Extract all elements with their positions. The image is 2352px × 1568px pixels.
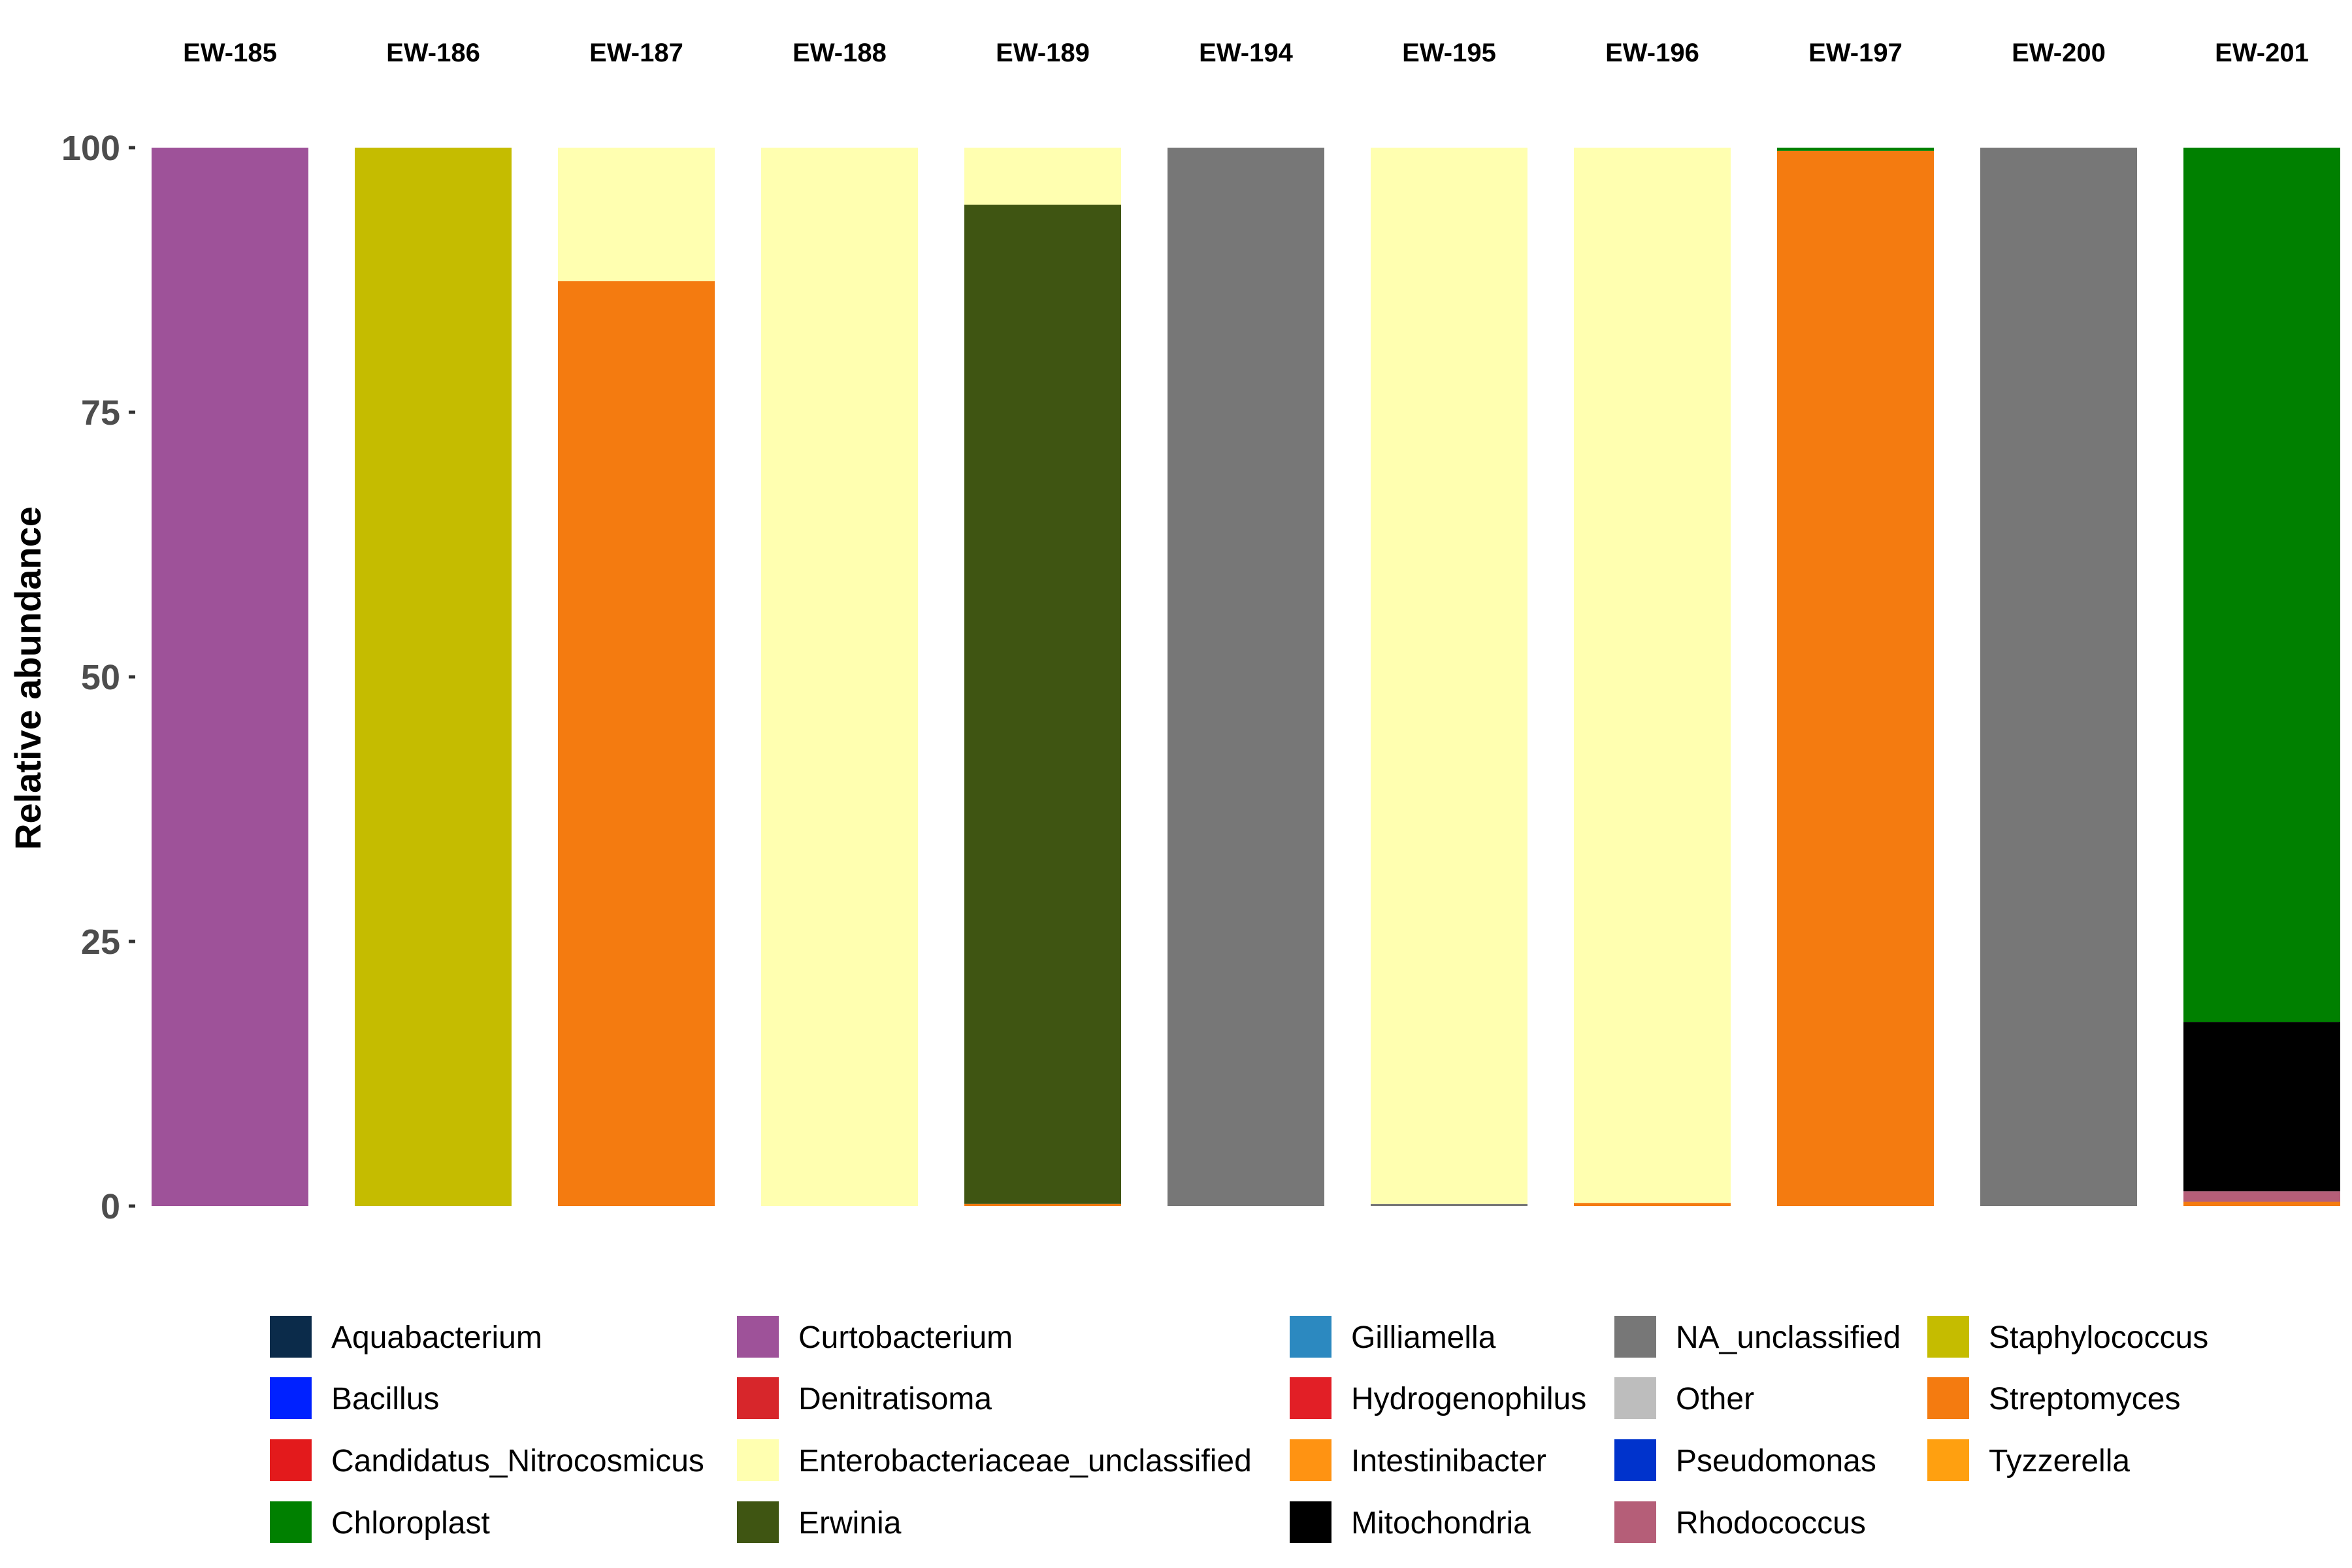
legend-swatch-bacillus bbox=[270, 1377, 312, 1419]
facet-labels: EW-185 EW-186 EW-187 EW-188 EW-189 EW-194 EW-1… bbox=[183, 39, 2309, 67]
legend-swatch-na-unclassified bbox=[1614, 1316, 1656, 1358]
legend-swatch-denitratisoma bbox=[737, 1377, 779, 1419]
bar-segment-ew-200-na-unclassified bbox=[1980, 148, 2137, 1206]
bar-segment-ew-189-erwinia bbox=[964, 204, 1121, 1204]
legend-label-curtobacterium: Curtobacterium bbox=[798, 1320, 1013, 1355]
legend-label-rhodococcus: Rhodococcus bbox=[1676, 1506, 1866, 1541]
legend-label-candidatus-nitrocosmicus: Candidatus_Nitrocosmicus bbox=[331, 1444, 704, 1478]
legend-label-aquabacterium: Aquabacterium bbox=[331, 1320, 542, 1355]
bar-segment-ew-197-chloroplast bbox=[1777, 148, 1934, 151]
bar-segment-ew-194-na-unclassified bbox=[1168, 148, 1324, 1206]
bar-segment-ew-188-enterobacteriaceae-unclassified bbox=[761, 148, 918, 1206]
legend-label-enterobacteriaceae-unclassified: Enterobacteriaceae_unclassified bbox=[798, 1444, 1252, 1478]
facet-label-ew-196: EW-196 bbox=[1605, 39, 1699, 67]
legend-swatch-hydrogenophilus bbox=[1290, 1377, 1331, 1419]
legend-swatch-enterobacteriaceae-unclassified bbox=[737, 1439, 779, 1481]
facet-label-ew-197: EW-197 bbox=[1808, 39, 1903, 67]
legend-swatch-other bbox=[1614, 1377, 1656, 1419]
bar-segment-ew-189-enterobacteriaceae-unclassified bbox=[964, 148, 1121, 205]
legend-label-other: Other bbox=[1676, 1382, 1754, 1416]
bar-segment-ew-185-curtobacterium bbox=[152, 148, 308, 1206]
legend: Aquabacterium Bacillus Candidatus_Nitrocos… bbox=[270, 1316, 2208, 1543]
facet-label-ew-195: EW-195 bbox=[1402, 39, 1496, 67]
legend-label-erwinia: Erwinia bbox=[798, 1506, 902, 1541]
legend-swatch-chloroplast bbox=[270, 1501, 312, 1543]
legend-swatch-pseudomonas bbox=[1614, 1439, 1656, 1481]
y-axis-title: Relative abundance bbox=[7, 506, 48, 850]
legend-label-staphylococcus: Staphylococcus bbox=[1989, 1320, 2208, 1355]
facet-label-ew-188: EW-188 bbox=[792, 39, 887, 67]
legend-label-hydrogenophilus: Hydrogenophilus bbox=[1351, 1382, 1586, 1416]
legend-label-chloroplast: Chloroplast bbox=[331, 1506, 490, 1541]
legend-label-denitratisoma: Denitratisoma bbox=[798, 1382, 992, 1416]
legend-label-pseudomonas: Pseudomonas bbox=[1676, 1444, 1876, 1478]
y-tick-label-25: 25 bbox=[81, 923, 120, 962]
bar-segment-ew-187-enterobacteriaceae-unclassified bbox=[558, 148, 715, 282]
legend-label-gilliamella: Gilliamella bbox=[1351, 1320, 1496, 1355]
legend-label-bacillus: Bacillus bbox=[331, 1382, 439, 1416]
legend-swatch-streptomyces bbox=[1927, 1377, 1969, 1419]
y-tick-label-100: 100 bbox=[61, 129, 120, 168]
facet-label-ew-187: EW-187 bbox=[589, 39, 683, 67]
bar-segment-ew-195-na-unclassified bbox=[1371, 1203, 1527, 1206]
bars bbox=[152, 148, 2340, 1207]
legend-label-mitochondria: Mitochondria bbox=[1351, 1506, 1531, 1541]
bar-segment-ew-186-staphylococcus bbox=[355, 148, 512, 1206]
y-tick-label-0: 0 bbox=[101, 1187, 120, 1226]
legend-swatch-tyzzerella bbox=[1927, 1439, 1969, 1481]
facet-label-ew-200: EW-200 bbox=[2012, 39, 2106, 67]
y-tick-label-50: 50 bbox=[81, 658, 120, 697]
facet-label-ew-189: EW-189 bbox=[996, 39, 1090, 67]
legend-swatch-curtobacterium bbox=[737, 1316, 779, 1358]
facet-label-ew-186: EW-186 bbox=[386, 39, 480, 67]
legend-swatch-staphylococcus bbox=[1927, 1316, 1969, 1358]
legend-swatch-gilliamella bbox=[1290, 1316, 1331, 1358]
bar-segment-ew-189-streptomyces bbox=[964, 1203, 1121, 1206]
bar-segment-ew-201-streptomyces bbox=[2183, 1201, 2340, 1206]
legend-swatch-mitochondria bbox=[1290, 1501, 1331, 1543]
bar-segment-ew-201-chloroplast bbox=[2183, 148, 2340, 1022]
legend-swatch-erwinia bbox=[737, 1501, 779, 1543]
facet-label-ew-201: EW-201 bbox=[2215, 39, 2309, 67]
legend-label-na-unclassified: NA_unclassified bbox=[1676, 1320, 1901, 1355]
y-axis: 0 25 50 75 100 bbox=[61, 129, 135, 1226]
bar-segment-ew-201-rhodococcus bbox=[2183, 1191, 2340, 1202]
facet-label-ew-185: EW-185 bbox=[183, 39, 277, 67]
bar-segment-ew-187-streptomyces bbox=[558, 281, 715, 1206]
bar-segment-ew-201-mitochondria bbox=[2183, 1022, 2340, 1192]
legend-swatch-candidatus-nitrocosmicus bbox=[270, 1439, 312, 1481]
legend-label-streptomyces: Streptomyces bbox=[1989, 1382, 2180, 1416]
legend-label-intestinibacter: Intestinibacter bbox=[1351, 1444, 1546, 1478]
facet-label-ew-194: EW-194 bbox=[1199, 39, 1293, 67]
legend-swatch-aquabacterium bbox=[270, 1316, 312, 1358]
y-tick-label-75: 75 bbox=[81, 393, 120, 433]
bar-segment-ew-197-streptomyces bbox=[1777, 150, 1934, 1207]
legend-label-tyzzerella: Tyzzerella bbox=[1989, 1444, 2130, 1478]
legend-swatch-rhodococcus bbox=[1614, 1501, 1656, 1543]
legend-swatch-intestinibacter bbox=[1290, 1439, 1331, 1481]
bar-segment-ew-196-enterobacteriaceae-unclassified bbox=[1574, 148, 1731, 1203]
bar-segment-ew-196-streptomyces bbox=[1574, 1203, 1731, 1206]
bar-segment-ew-195-enterobacteriaceae-unclassified bbox=[1371, 148, 1527, 1204]
